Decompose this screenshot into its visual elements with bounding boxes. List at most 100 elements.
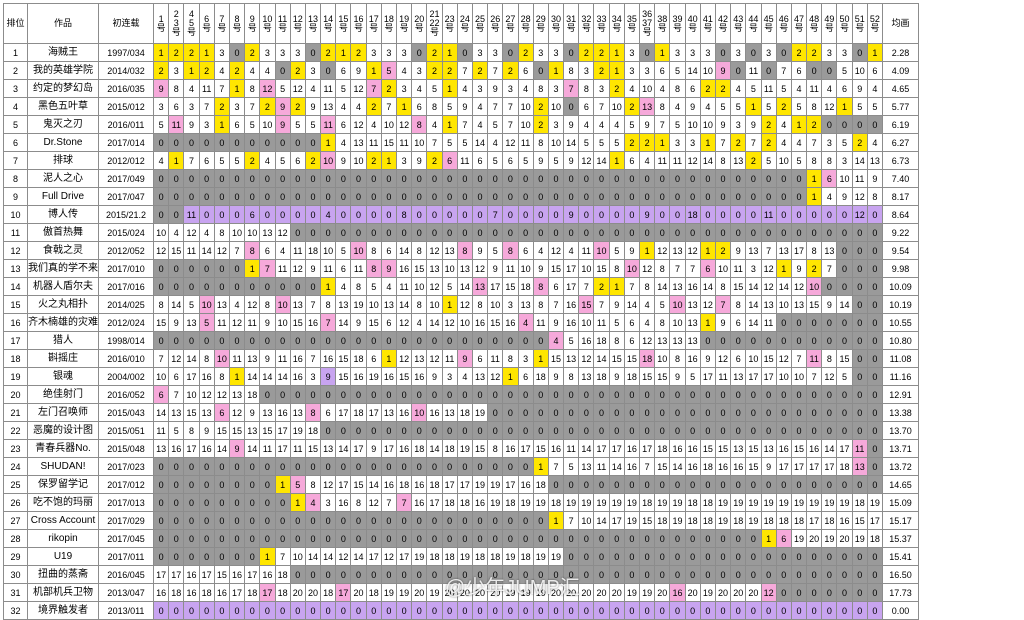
issue-rank-cell: 4 xyxy=(532,241,549,260)
issue-rank-cell: 5 xyxy=(213,151,230,170)
issue-rank-cell: 0 xyxy=(395,511,413,530)
issue-rank-cell: 19 xyxy=(395,583,413,602)
issue-rank-cell: 0 xyxy=(320,457,337,476)
issue-rank-cell: 14 xyxy=(745,295,762,314)
issue-rank-cell: 0 xyxy=(335,511,352,530)
issue-rank-cell: 1 xyxy=(320,133,337,152)
issue-rank-cell: 0 xyxy=(714,205,732,224)
issue-rank-cell: 0 xyxy=(578,529,595,548)
issue-rank-cell: 0 xyxy=(563,547,580,566)
issue-rank-cell: 17 xyxy=(790,457,808,476)
issue-rank-cell: 0 xyxy=(866,601,884,620)
issue-header: 14 号 xyxy=(320,3,337,44)
issue-rank-cell: 12 xyxy=(335,547,352,566)
title-cell: 境界触发者 xyxy=(27,601,99,620)
issue-rank-cell: 0 xyxy=(228,331,246,350)
issue-rank-cell: 17 xyxy=(638,439,656,458)
issue-rank-cell: 1 xyxy=(289,493,306,512)
issue-rank-cell: 16 xyxy=(304,313,322,332)
issue-rank-cell: 3 xyxy=(745,259,762,278)
average-cell: 10.55 xyxy=(882,313,919,332)
issue-rank-cell: 12 xyxy=(168,349,185,368)
issue-rank-cell: 18 xyxy=(411,439,428,458)
issue-rank-cell: 4 xyxy=(365,115,382,134)
issue-rank-cell: 13 xyxy=(517,295,534,314)
issue-rank-cell: 18 xyxy=(684,205,701,224)
issue-rank-cell: 0 xyxy=(699,205,716,224)
issue-rank-cell: 0 xyxy=(274,277,291,296)
issue-rank-cell: 10 xyxy=(198,295,215,314)
issue-rank-cell: 16 xyxy=(395,403,413,422)
issue-rank-cell: 5 xyxy=(654,295,671,314)
table-row: 18 斟摇庄 2016/010 7 12 14 8 10 11 13 9 11 16 7 16 15 18 6 1 1… xyxy=(3,349,919,368)
issue-rank-cell: 19 xyxy=(790,529,808,548)
issue-rank-cell: 0 xyxy=(411,421,428,440)
issue-rank-cell: 0 xyxy=(213,529,230,548)
title-cell: U19 xyxy=(27,547,99,566)
issue-rank-cell: 0 xyxy=(259,187,276,206)
issue-rank-cell: 3 xyxy=(836,43,853,62)
issue-rank-cell: 15 xyxy=(259,421,276,440)
table-row: 12 食戟之灵 2012/052 12 15 11 14 12 7 8 6 4 11 18 10 5 10 8 6 1… xyxy=(3,241,919,260)
rank-cell: 3 xyxy=(3,79,28,98)
rank-cell: 7 xyxy=(3,151,28,170)
issue-rank-cell: 0 xyxy=(563,97,580,116)
issue-rank-cell: 0 xyxy=(259,169,276,188)
issue-rank-cell: 8 xyxy=(654,97,671,116)
issue-rank-cell: 13 xyxy=(578,367,595,386)
issue-rank-cell: 0 xyxy=(547,169,565,188)
issue-rank-cell: 19 xyxy=(471,403,489,422)
issue-rank-cell: 0 xyxy=(213,259,230,278)
issue-rank-cell: 16 xyxy=(274,403,291,422)
issue-rank-cell: 6 xyxy=(198,151,215,170)
issue-rank-cell: 0 xyxy=(866,421,884,440)
issue-rank-cell: 0 xyxy=(198,277,215,296)
issue-rank-cell: 1 xyxy=(775,259,792,278)
issue-header: 36 37 号 xyxy=(638,3,656,44)
issue-rank-cell: 8 xyxy=(669,79,686,98)
issue-rank-cell: 4 xyxy=(380,277,398,296)
issue-rank-cell: 7 xyxy=(426,133,443,152)
issue-rank-cell: 0 xyxy=(638,385,656,404)
issue-rank-cell: 3 xyxy=(638,61,656,80)
issue-rank-cell: 0 xyxy=(836,259,853,278)
issue-rank-cell: 0 xyxy=(304,331,322,350)
issue-rank-cell: 0 xyxy=(320,385,337,404)
issue-rank-cell: 7 xyxy=(168,385,185,404)
debut-cell: 2017/016 xyxy=(98,277,154,296)
issue-rank-cell: 9 xyxy=(304,259,322,278)
issue-rank-cell: 13 xyxy=(821,241,838,260)
issue-rank-cell: 0 xyxy=(608,385,625,404)
table-row: 26 吃不饱的玛丽 2017/013 0 0 0 0 0 0 0 0 0 1 4 3 16 8 12 7 7 16 17 1… xyxy=(3,493,919,512)
issue-rank-cell: 0 xyxy=(365,223,382,242)
issue-rank-cell: 18 xyxy=(350,403,367,422)
issue-rank-cell: 6 xyxy=(547,277,565,296)
issue-rank-cell: 0 xyxy=(365,169,382,188)
issue-rank-cell: 0 xyxy=(806,565,823,584)
issue-rank-cell: 0 xyxy=(487,529,504,548)
issue-rank-cell: 0 xyxy=(775,565,792,584)
issue-rank-cell: 10 xyxy=(320,151,337,170)
issue-rank-cell: 10 xyxy=(714,259,732,278)
issue-rank-cell: 7 xyxy=(623,277,641,296)
issue-rank-cell: 0 xyxy=(350,187,367,206)
issue-rank-cell: 12 xyxy=(426,277,443,296)
issue-rank-cell: 14 xyxy=(213,439,230,458)
issue-rank-cell: 0 xyxy=(669,223,686,242)
issue-rank-cell: 7 xyxy=(638,457,656,476)
issue-rank-cell: 1 xyxy=(547,61,565,80)
issue-rank-cell: 15 xyxy=(411,259,428,278)
issue-rank-cell: 17 xyxy=(365,403,382,422)
issue-rank-cell: 0 xyxy=(608,403,625,422)
issue-rank-cell: 17 xyxy=(198,565,215,584)
issue-rank-cell: 3 xyxy=(395,79,413,98)
issue-header: 45 号 xyxy=(760,3,777,44)
issue-rank-cell: 0 xyxy=(806,61,823,80)
issue-rank-cell: 17 xyxy=(274,439,291,458)
issue-rank-cell: 0 xyxy=(836,223,853,242)
issue-rank-cell: 0 xyxy=(168,277,185,296)
issue-rank-cell: 5 xyxy=(487,115,504,134)
issue-rank-cell: 13 xyxy=(198,403,215,422)
title-cell: 绝佳射门 xyxy=(27,385,99,404)
issue-rank-cell: 18 xyxy=(790,511,808,530)
